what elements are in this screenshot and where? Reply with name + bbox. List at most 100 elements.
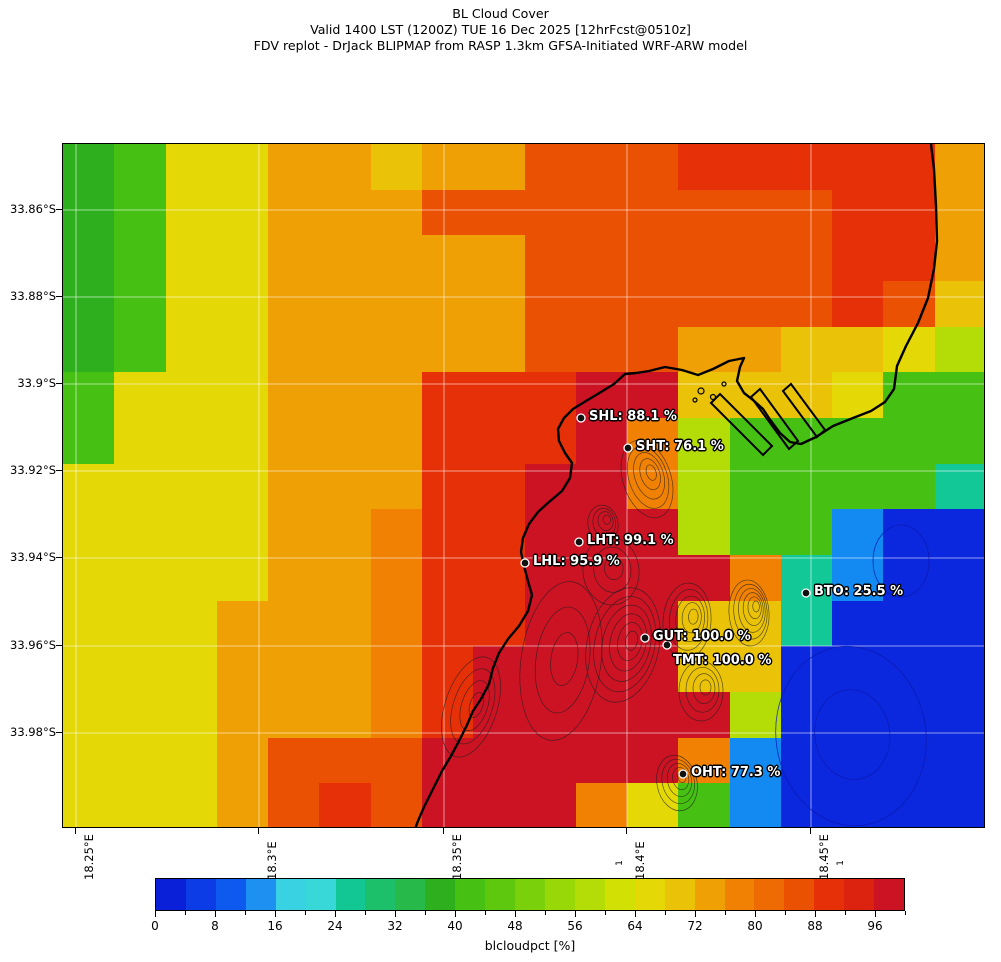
heatmap-cell [934,600,984,647]
heatmap-cell [319,281,372,328]
heatmap-cell [114,600,167,647]
map-plot-area: SHL: 88.1 % SHT: 76.1 % LHT: 99.1 % LHL: 95… [62,143,985,828]
heatmap-cell [268,600,320,647]
heatmap-cell [370,372,423,419]
terrain-contour [620,439,674,519]
heatmap-cell [524,737,577,784]
heatmap-cell [883,646,936,693]
heatmap-cell [63,418,115,465]
heatmap-cell [421,189,474,236]
heatmap-cell [473,144,526,191]
heatmap-cell [780,600,833,647]
heatmap-cell [114,372,167,419]
colorbar-minor-tick [185,911,186,915]
heatmap-cell [627,281,679,328]
heatmap-cell [729,235,782,282]
heatmap-cell [63,235,115,282]
colorbar-segment [275,879,306,910]
y-tick-label: 33.98°S [10,725,56,739]
heatmap-cell [934,189,984,236]
heatmap-cell [421,144,474,191]
heatmap-cell [319,326,372,373]
terrain-contour [678,660,724,722]
heatmap-cell [319,509,372,556]
heatmap-cell [627,372,679,419]
heatmap-cell [165,235,218,282]
heatmap-cell [473,737,526,784]
terrain-contour [617,622,643,661]
heatmap-cell [729,189,782,236]
colorbar-segment [604,879,635,910]
colorbar-tick-label: 96 [867,919,883,933]
heatmap-cell [729,281,782,328]
heatmap-cell [319,783,372,827]
heatmap-cell [627,144,679,191]
heatmap-cell [63,144,115,191]
heatmap-cell [165,189,218,236]
heatmap-cell [268,326,320,373]
heatmap-cell [575,418,628,465]
colorbar-segment [634,879,665,910]
islet [721,381,727,387]
heatmap-cell [165,555,218,602]
heatmap-cell [165,326,218,373]
colorbar-major-tick [395,911,396,917]
terrain-contour [688,608,699,625]
heatmap-cell [883,783,936,827]
heatmap-cell [165,600,218,647]
terrain-contour [601,604,652,682]
heatmap-cell [63,555,115,602]
heatmap-cell [319,144,372,191]
heatmap-cell [319,418,372,465]
heatmap-cell [421,509,474,556]
heatmap-cell [524,692,577,739]
heatmap-cell [216,555,269,602]
heatmap-cell [165,144,218,191]
sea-depth-contour [872,524,930,598]
heatmap-cell [370,646,423,693]
heatmap-cell [268,692,320,739]
heatmap-cell [832,281,885,328]
heatmap-cell [832,418,885,465]
colorbar-minor-tick [425,911,426,915]
heatmap-cell [729,326,782,373]
terrain-contour [593,596,657,693]
heatmap-grid [63,144,984,827]
heatmap-cell [883,509,936,556]
heatmap-cell [268,783,320,827]
heatmap-cell [319,646,372,693]
heatmap-cell [473,418,526,465]
colorbar-major-tick [635,911,636,917]
heatmap-cell [780,737,833,784]
heatmap-cell [473,555,526,602]
heatmap-cell [473,509,526,556]
colorbar-minor-tick [725,911,726,915]
x-tick-label: 18.35°E [450,834,464,880]
heatmap-cell [627,418,679,465]
heatmap-cell [473,372,526,419]
harbor-pier [709,392,774,457]
heatmap-cell [63,692,115,739]
colorbar-major-tick [875,911,876,917]
heatmap-cell [678,418,731,465]
heatmap-cell [678,509,731,556]
colorbar-minor-tick [605,911,606,915]
station-label-lht: LHT: 99.1 % [587,533,674,548]
heatmap-cell [575,326,628,373]
colorbar-segment [395,879,426,910]
heatmap-cell [934,555,984,602]
heatmap-cell [165,646,218,693]
heatmap-cell [678,235,731,282]
heatmap-cell [473,189,526,236]
heatmap-cell [63,783,115,827]
heatmap-cell [934,783,984,827]
heatmap-cell [165,783,218,827]
heatmap-cell [216,418,269,465]
colorbar-segment [784,879,815,910]
heatmap-cell [421,555,474,602]
colorbar-major-tick [275,911,276,917]
colorbar-major-tick [755,911,756,917]
colorbar-tick-label: 0 [151,919,159,933]
colorbar-segment [485,879,516,910]
heatmap-cell [832,189,885,236]
